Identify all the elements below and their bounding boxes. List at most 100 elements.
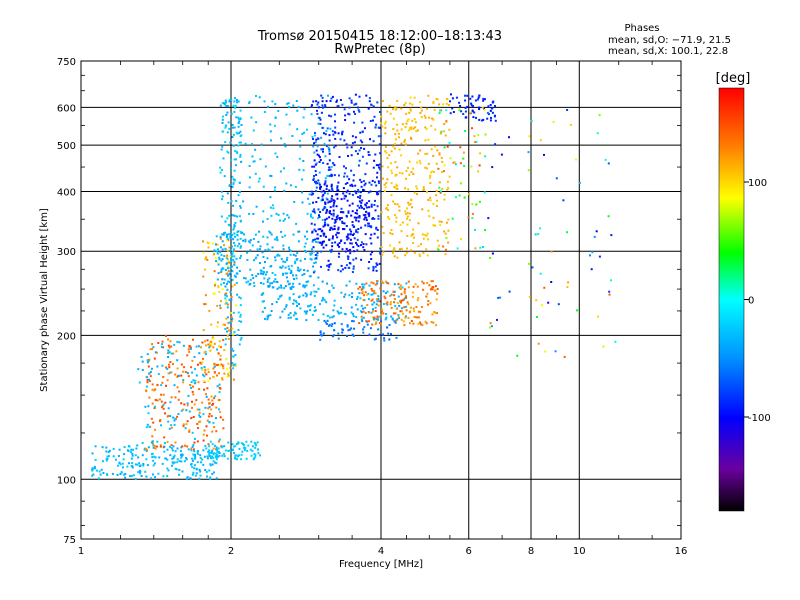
data-point [167, 349, 170, 352]
data-point [220, 254, 223, 257]
data-point [370, 311, 373, 314]
data-point [405, 296, 407, 299]
data-point [151, 367, 153, 370]
data-point [321, 195, 324, 198]
data-point [172, 456, 175, 459]
data-point [487, 105, 490, 108]
data-point [336, 231, 339, 234]
data-point [394, 186, 397, 189]
data-point [375, 226, 378, 229]
data-point [239, 206, 242, 209]
data-point [226, 217, 229, 220]
data-point [329, 210, 331, 213]
data-point [380, 115, 383, 118]
data-point [317, 276, 320, 279]
data-point [470, 104, 473, 107]
data-point [162, 393, 165, 396]
data-point [309, 213, 312, 216]
data-point [138, 381, 141, 384]
data-point [275, 212, 278, 215]
data-point [262, 282, 265, 285]
data-point [425, 248, 428, 251]
data-point [373, 204, 376, 206]
data-point [343, 228, 346, 231]
data-point [229, 267, 232, 269]
data-point [332, 334, 335, 337]
data-point [224, 337, 227, 340]
data-point [251, 244, 254, 247]
data-point [232, 248, 235, 251]
data-point [364, 312, 367, 314]
data-point [211, 463, 214, 466]
data-point [436, 288, 439, 290]
y-tick-label: 75 [63, 535, 76, 546]
data-point [118, 448, 121, 451]
data-point [319, 303, 321, 306]
data-point [289, 286, 292, 289]
data-point [427, 162, 430, 165]
data-point [438, 181, 441, 184]
data-point [303, 269, 306, 272]
data-point [463, 196, 466, 199]
data-point [316, 145, 319, 148]
data-point [156, 365, 159, 368]
data-point [424, 126, 427, 129]
data-point [232, 183, 235, 186]
data-point [441, 187, 444, 190]
data-point [207, 450, 210, 453]
data-point [223, 455, 226, 458]
data-point [429, 176, 431, 179]
data-point [239, 304, 242, 307]
data-point [230, 347, 233, 350]
data-point [312, 177, 315, 180]
data-point [194, 437, 196, 440]
data-point [153, 405, 156, 408]
data-point [527, 169, 530, 172]
data-point [422, 282, 425, 285]
data-point [410, 199, 413, 202]
data-point [253, 457, 256, 459]
data-point [598, 255, 601, 258]
data-point [309, 293, 312, 296]
data-point [342, 211, 345, 214]
colorbar-tick-label: 100 [748, 178, 767, 189]
data-point [454, 163, 457, 166]
data-point [477, 96, 480, 99]
data-point [436, 98, 439, 101]
data-point [215, 430, 218, 433]
data-point [360, 181, 363, 184]
data-point [236, 454, 238, 457]
data-point [372, 265, 375, 268]
data-point [385, 292, 387, 295]
data-point [311, 165, 314, 168]
data-point [405, 169, 408, 172]
data-point [344, 313, 347, 316]
data-point [269, 206, 272, 209]
data-point [264, 249, 267, 252]
data-point [420, 243, 422, 246]
data-point [229, 141, 232, 144]
data-point [205, 393, 207, 396]
data-point [296, 128, 299, 131]
data-point [187, 448, 190, 451]
data-point [327, 169, 330, 171]
data-point [427, 303, 429, 306]
data-point [161, 343, 163, 346]
data-point [350, 99, 353, 102]
data-point [355, 216, 358, 219]
data-point [182, 344, 185, 347]
data-point [221, 377, 224, 380]
data-point [390, 315, 393, 318]
data-point [237, 118, 240, 121]
data-point [171, 457, 174, 460]
data-point [233, 223, 236, 226]
data-point [373, 217, 376, 220]
data-point [360, 288, 363, 291]
data-point [467, 216, 470, 219]
data-point [224, 126, 227, 129]
data-point [387, 166, 390, 169]
data-point [550, 281, 553, 283]
data-point [222, 418, 225, 421]
data-point [362, 331, 365, 334]
data-point [398, 205, 401, 208]
